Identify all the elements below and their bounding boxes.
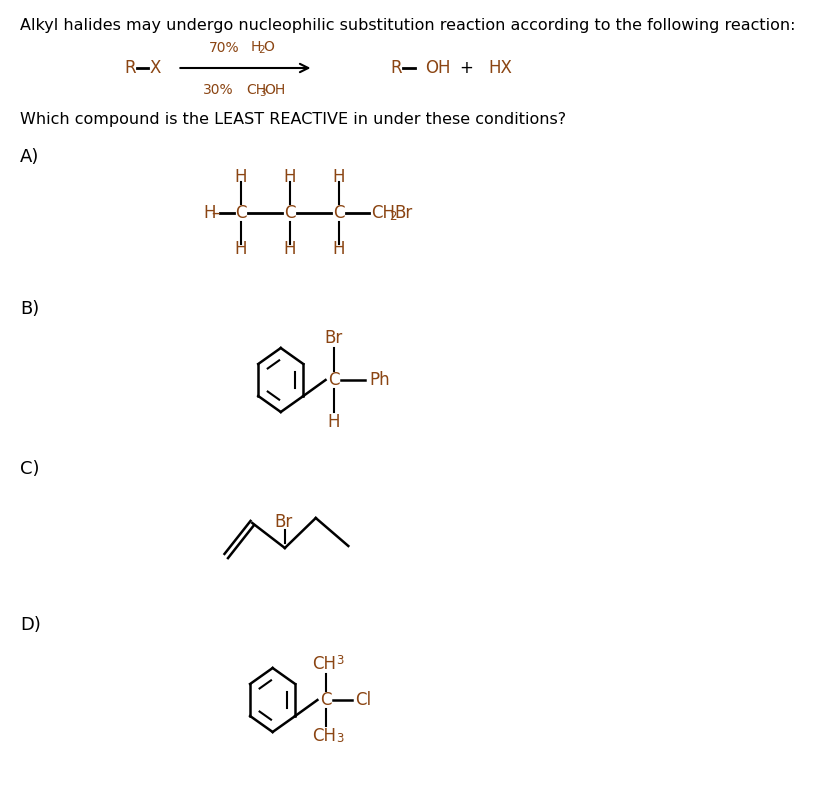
Text: H: H — [284, 240, 296, 258]
Text: 70%: 70% — [208, 41, 239, 55]
Text: Ph: Ph — [370, 371, 390, 389]
Text: 3: 3 — [336, 733, 343, 745]
Text: H: H — [235, 168, 247, 186]
Text: H: H — [284, 168, 296, 186]
Text: Cl: Cl — [355, 691, 371, 709]
Text: H: H — [203, 204, 215, 222]
Text: –: – — [212, 204, 220, 222]
Text: Br: Br — [324, 329, 343, 347]
Text: A): A) — [21, 148, 40, 166]
Text: R: R — [124, 59, 136, 77]
Text: 30%: 30% — [203, 83, 233, 97]
Text: 2: 2 — [389, 210, 396, 222]
Text: C: C — [320, 691, 332, 709]
Text: C: C — [332, 204, 344, 222]
Text: CH: CH — [312, 727, 336, 745]
Text: OH: OH — [425, 59, 451, 77]
Text: CH: CH — [371, 204, 395, 222]
Text: B): B) — [21, 300, 40, 318]
Text: H: H — [332, 168, 345, 186]
Text: C: C — [235, 204, 246, 222]
Text: R: R — [390, 59, 402, 77]
Text: H: H — [251, 40, 261, 54]
Text: CH: CH — [246, 83, 266, 97]
Text: Br: Br — [394, 204, 412, 222]
Text: Alkyl halides may undergo nucleophilic substitution reaction according to the fo: Alkyl halides may undergo nucleophilic s… — [21, 18, 796, 33]
Text: Br: Br — [274, 513, 292, 531]
Text: D): D) — [21, 616, 41, 634]
Text: 3: 3 — [336, 655, 343, 667]
Text: H: H — [235, 240, 247, 258]
Text: Which compound is the LEAST REACTIVE in under these conditions?: Which compound is the LEAST REACTIVE in … — [21, 112, 566, 127]
Text: 3: 3 — [260, 88, 266, 98]
Text: CH: CH — [312, 655, 336, 673]
Text: X: X — [150, 59, 161, 77]
Text: OH: OH — [265, 83, 286, 97]
Text: C: C — [284, 204, 295, 222]
Text: 2: 2 — [258, 45, 265, 55]
Text: H: H — [327, 413, 340, 431]
Text: O: O — [263, 40, 274, 54]
Text: +: + — [459, 59, 473, 77]
Text: H: H — [332, 240, 345, 258]
Text: C: C — [328, 371, 339, 389]
Text: HX: HX — [488, 59, 512, 77]
Text: C): C) — [21, 460, 40, 478]
